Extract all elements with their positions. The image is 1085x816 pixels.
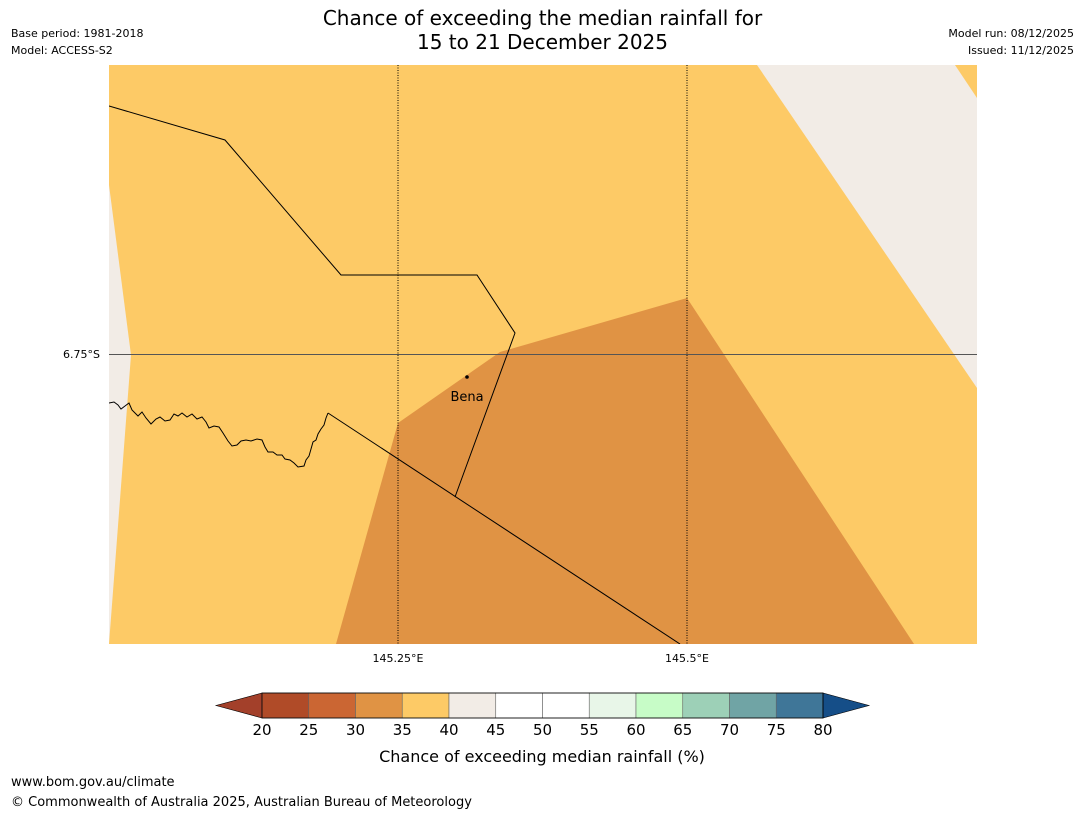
model-run-text: Model run: 08/12/2025 (948, 27, 1074, 40)
colorbar-segment (682, 692, 730, 719)
region-30-35 (336, 298, 914, 644)
colorbar-extend-high (822, 692, 871, 719)
colorbar-segment (355, 692, 403, 719)
colorbar-segment (401, 692, 450, 719)
lon-label-145.25: 145.25°E (373, 652, 424, 665)
lat-label: 6.75°S (63, 348, 100, 361)
colorbar-tick-label: 40 (439, 721, 458, 739)
colorbar-tick-label: 25 (299, 721, 318, 739)
colorbar-label: Chance of exceeding median rainfall (%) (379, 747, 705, 766)
bena-marker (465, 375, 469, 379)
lon-label-145.5: 145.5°E (665, 652, 709, 665)
title-line-1: Chance of exceeding the median rainfall … (322, 6, 763, 30)
colorbar-segment (588, 692, 637, 719)
chart-title: Chance of exceeding the median rainfall … (0, 6, 1085, 54)
colorbar-segment (729, 692, 777, 719)
issued-text: Issued: 11/12/2025 (967, 44, 1074, 57)
colorbar-segment (448, 692, 497, 719)
colorbar-tick-label: 70 (720, 721, 739, 739)
colorbar-extend-low (214, 692, 263, 719)
province-boundary-south (327, 412, 681, 644)
colorbar-segment (308, 692, 356, 719)
province-boundary (109, 105, 516, 498)
map-area: Bena (109, 65, 977, 644)
colorbar-segment (542, 692, 590, 719)
colorbar-tick-label: 20 (252, 721, 271, 739)
meta-right: Model run: 08/12/2025 Issued: 11/12/2025 (948, 25, 1074, 59)
colorbar-tick-label: 60 (626, 721, 645, 739)
colorbar-segment (261, 692, 310, 719)
region-40-45-east (757, 65, 977, 388)
colorbar-tick-label: 65 (673, 721, 692, 739)
footer-copyright: © Commonwealth of Australia 2025, Austra… (11, 795, 472, 810)
colorbar-segment (635, 692, 684, 719)
coastline (109, 401, 329, 468)
region-40-45-west (109, 185, 131, 644)
colorbar-tick-label: 35 (393, 721, 412, 739)
colorbar-tick-label: 30 (346, 721, 365, 739)
colorbar-tick-label: 45 (486, 721, 505, 739)
colorbar-segment (495, 692, 543, 719)
colorbar: 20 25 30 35 40 45 50 55 60 65 70 75 80 (214, 692, 871, 739)
colorbar-tick-label: 50 (533, 721, 552, 739)
footer-url[interactable]: www.bom.gov.au/climate (11, 775, 175, 790)
base-period-text: Base period: 1981-2018 (11, 27, 144, 40)
colorbar-outline (261, 692, 824, 719)
colorbar-tick-label: 75 (767, 721, 786, 739)
title-line-2: 15 to 21 December 2025 (416, 30, 668, 54)
colorbar-segment (775, 692, 824, 719)
model-text: Model: ACCESS-S2 (11, 44, 113, 57)
colorbar-tick-label: 55 (580, 721, 599, 739)
colorbar-tick-label: 80 (813, 721, 832, 739)
meta-left: Base period: 1981-2018 Model: ACCESS-S2 (11, 25, 143, 59)
bena-label: Bena (450, 390, 483, 405)
